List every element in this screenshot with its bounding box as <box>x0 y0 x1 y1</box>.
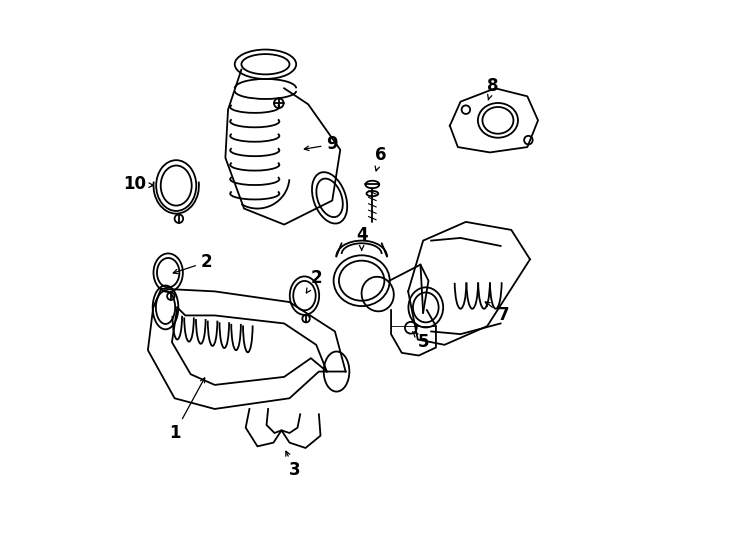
Text: 10: 10 <box>123 176 153 193</box>
Text: 8: 8 <box>487 77 498 100</box>
Text: 1: 1 <box>169 378 205 442</box>
Text: 4: 4 <box>356 226 368 250</box>
Text: 3: 3 <box>286 451 301 480</box>
Text: 2: 2 <box>173 253 212 274</box>
Text: 6: 6 <box>374 146 386 171</box>
Text: 9: 9 <box>305 136 338 153</box>
Text: 7: 7 <box>485 302 509 325</box>
Text: 5: 5 <box>413 332 429 351</box>
Text: 2: 2 <box>306 269 322 293</box>
